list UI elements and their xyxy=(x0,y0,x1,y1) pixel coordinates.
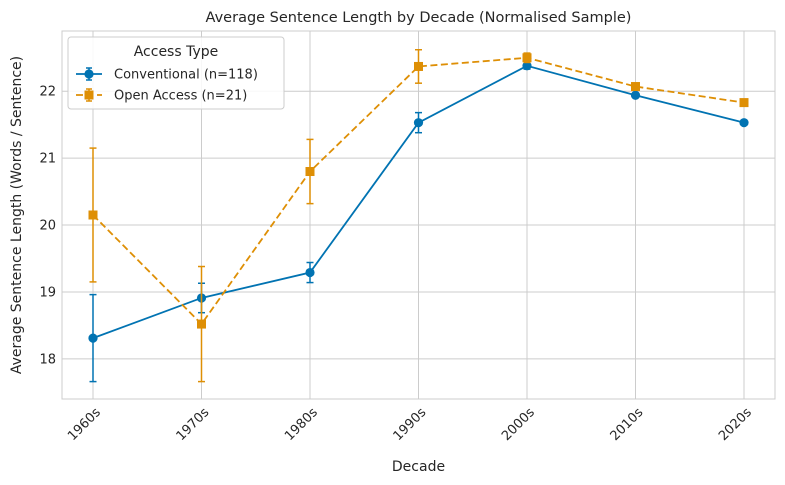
data-point xyxy=(88,210,98,220)
data-point xyxy=(305,267,315,278)
grid xyxy=(62,31,775,399)
data-point xyxy=(197,319,206,329)
y-tick-label: 19 xyxy=(39,285,56,300)
y-tick-label: 18 xyxy=(39,352,56,367)
data-point xyxy=(414,61,423,71)
chart-title: Average Sentence Length by Decade (Norma… xyxy=(206,10,632,26)
legend-label: Conventional (n=118) xyxy=(114,68,258,83)
data-point xyxy=(522,53,532,63)
legend-title: Access Type xyxy=(134,44,219,60)
data-point xyxy=(631,82,640,92)
y-axis-title: Average Sentence Length (Words / Sentenc… xyxy=(9,56,25,374)
data-point xyxy=(305,167,315,177)
data-point xyxy=(739,118,749,128)
legend-marker xyxy=(84,90,94,100)
y-tick-label: 21 xyxy=(39,152,56,167)
data-point xyxy=(413,118,424,128)
data-point xyxy=(88,333,98,343)
legend-marker xyxy=(84,69,94,79)
data-point xyxy=(630,90,641,100)
legend: Access Type Conventional (n=118) Open Acc… xyxy=(67,36,285,110)
y-tick-label: 22 xyxy=(39,85,56,100)
y-tick-label: 20 xyxy=(39,219,56,234)
plot-area-frame xyxy=(61,30,776,400)
legend-label: Open Access (n=21) xyxy=(114,89,247,104)
data-point xyxy=(739,98,749,108)
series-group xyxy=(88,48,749,383)
x-axis-title: Decade xyxy=(392,459,445,475)
series-open-access xyxy=(88,48,749,383)
legend-items: Conventional (n=118) Open Access (n=21) xyxy=(76,67,258,104)
data-point xyxy=(522,61,532,71)
legend-box xyxy=(67,36,285,110)
